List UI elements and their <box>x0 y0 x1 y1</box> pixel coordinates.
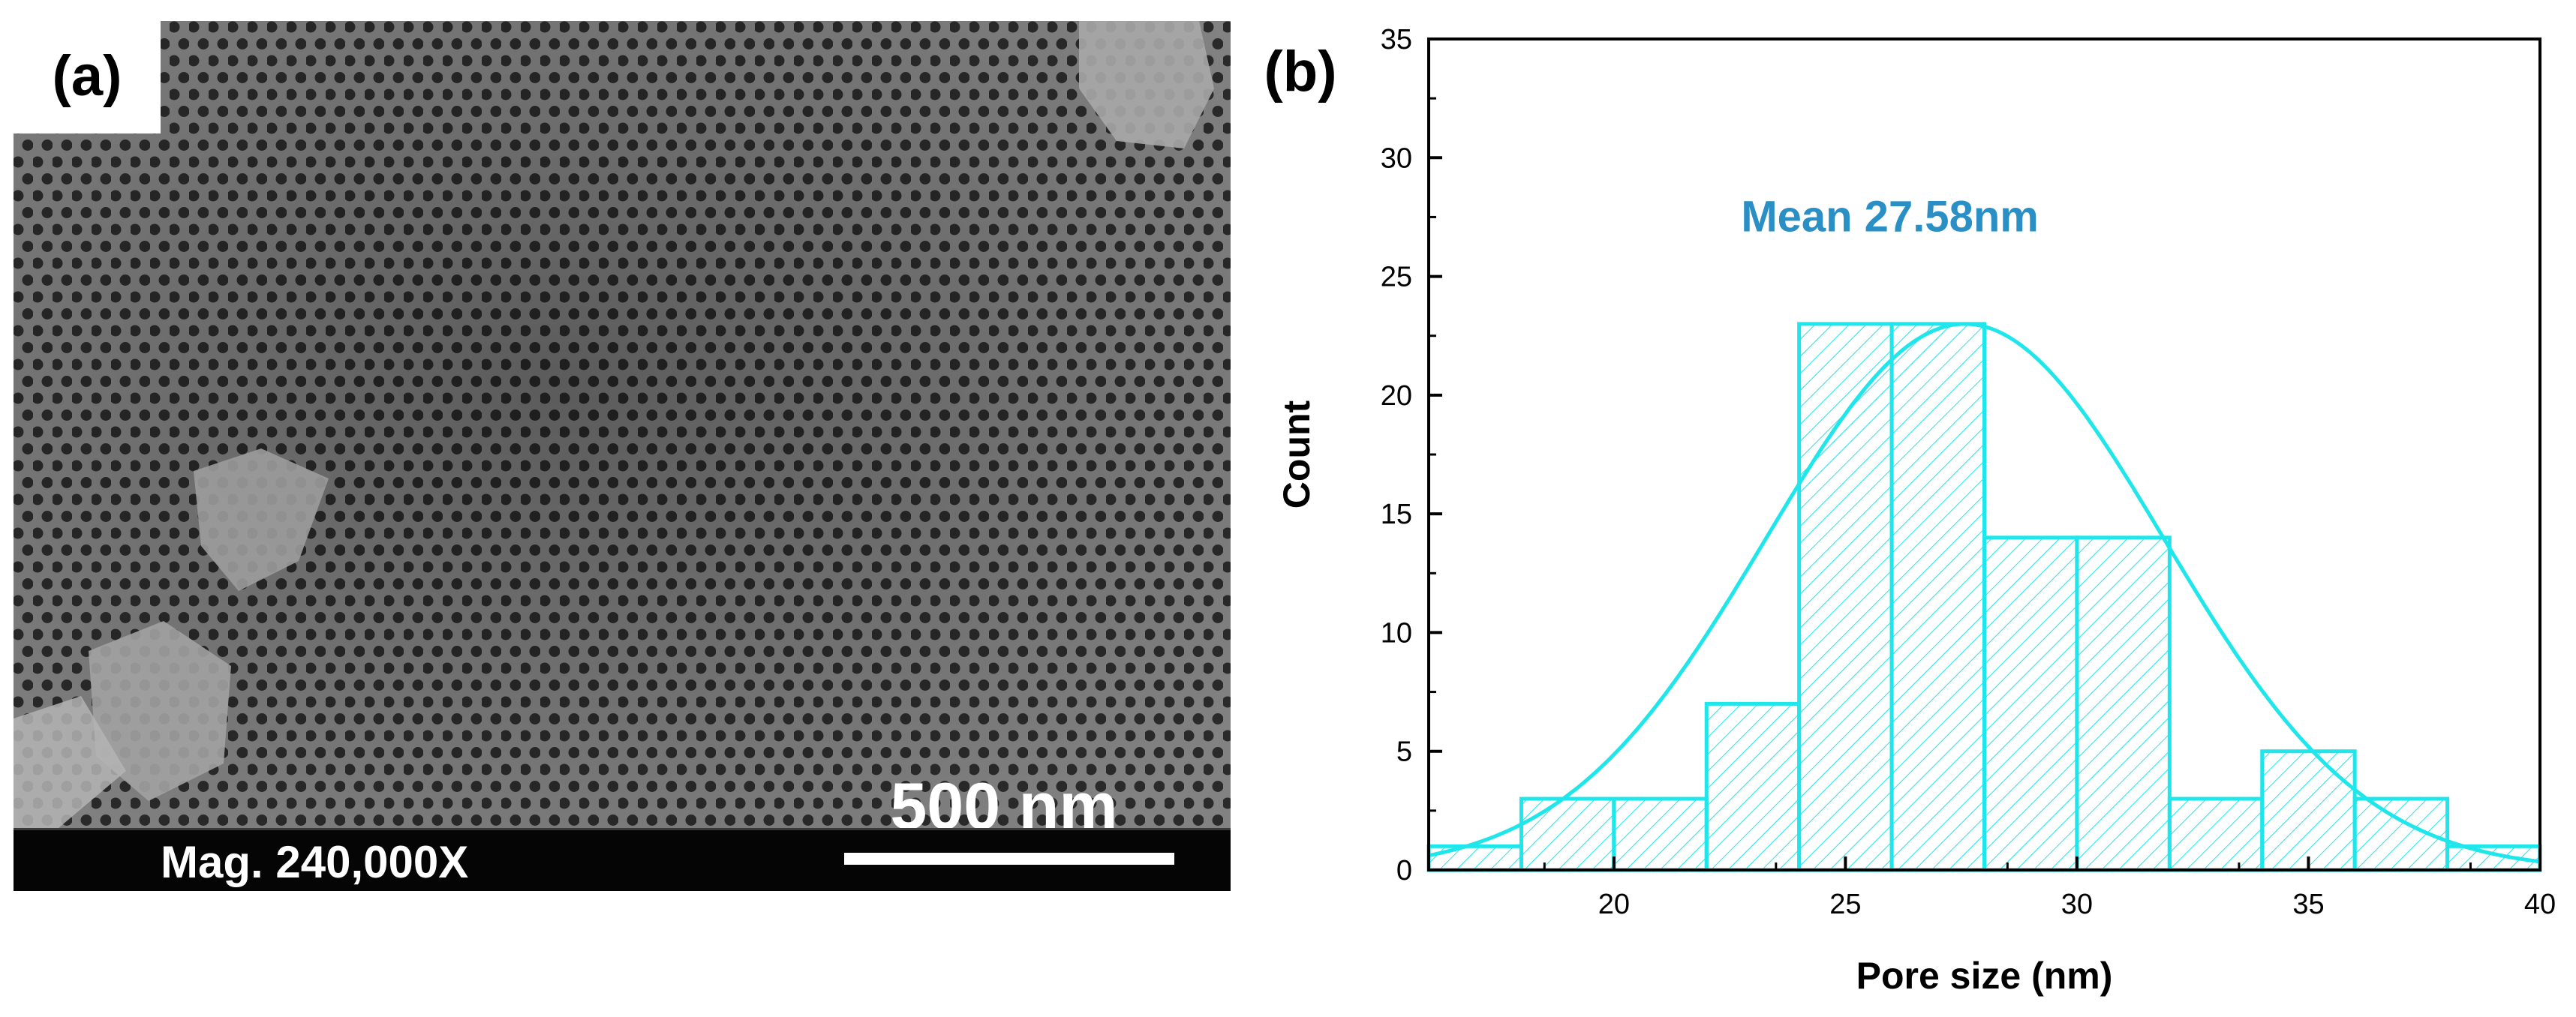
histogram-bar <box>1704 701 1802 872</box>
y-tick-label: 30 <box>1381 142 1412 174</box>
y-tick-label: 15 <box>1381 499 1412 530</box>
x-tick-label: 25 <box>1829 889 1861 920</box>
y-tick-label: 0 <box>1396 855 1412 886</box>
y-tick-label: 5 <box>1396 736 1412 768</box>
mean-annotation: Mean 27.58nm <box>1741 192 2039 241</box>
y-tick-label: 10 <box>1381 617 1412 649</box>
sem-info-bar: Mag. 240,000X <box>14 828 1231 891</box>
sem-micrograph-panel: (a) 500 nm Mag. 240,000X <box>14 21 1231 891</box>
x-axis-title: Pore size (nm) <box>1856 955 2113 997</box>
magnification-label: Mag. 240,000X <box>161 837 469 887</box>
x-tick-label: 30 <box>2061 889 2093 920</box>
sem-micrograph-image <box>14 21 1231 828</box>
x-tick-label: 20 <box>1598 889 1630 920</box>
x-tick-label: 40 <box>2524 889 2556 920</box>
histogram-bar <box>1889 322 1986 872</box>
panel-a-label: (a) <box>52 44 122 108</box>
histogram-bar <box>1519 796 1616 872</box>
histogram-bar <box>1982 536 2079 872</box>
histogram-bar <box>2260 749 2357 872</box>
panel-b-label: (b) <box>1264 40 1337 104</box>
normal-fit-curve <box>1428 322 2541 864</box>
histogram-bar <box>1612 796 1709 872</box>
histogram-bar <box>1797 322 1894 872</box>
y-axis-title: Count <box>1276 400 1318 508</box>
y-tick-label: 35 <box>1381 24 1412 56</box>
y-tick-label: 20 <box>1381 380 1412 412</box>
histogram-bar <box>1426 844 1523 872</box>
scale-bar <box>844 853 1174 865</box>
panel-a-label-box: (a) <box>14 21 161 134</box>
histogram-bar <box>2167 796 2265 872</box>
y-tick-label: 25 <box>1381 262 1412 293</box>
x-tick-label: 35 <box>2292 889 2324 920</box>
histogram-bar <box>2075 536 2172 872</box>
